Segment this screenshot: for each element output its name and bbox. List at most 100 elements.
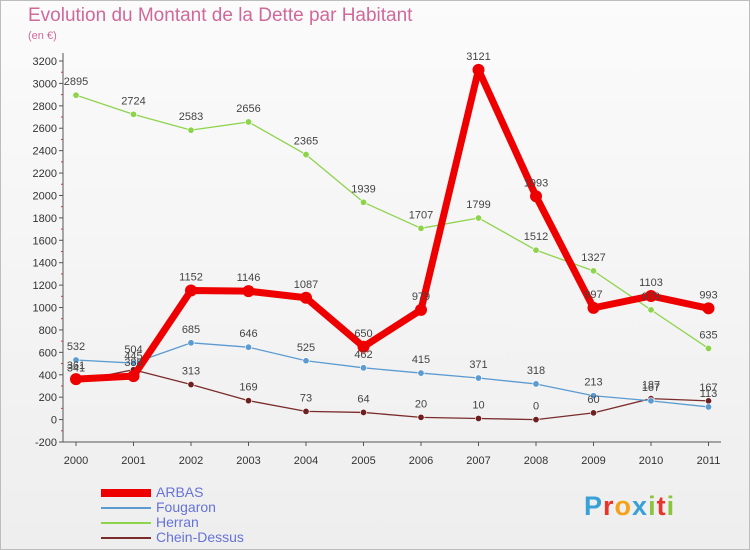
- data-point-arbas: [472, 63, 485, 76]
- logo-letter: x: [632, 491, 649, 521]
- data-point-herran: [704, 344, 712, 352]
- data-point-herran: [474, 214, 482, 222]
- data-label-chein-dessus: 10: [472, 399, 484, 411]
- data-label-chein-dessus: 167: [699, 382, 717, 394]
- x-tick-label: 2001: [121, 455, 145, 467]
- data-point-fougaron: [417, 369, 425, 377]
- data-point-herran: [589, 267, 597, 275]
- data-label-arbas: 361: [67, 360, 85, 372]
- data-point-arbas: [415, 303, 427, 316]
- data-point-herran: [647, 306, 655, 314]
- data-label-arbas: 650: [354, 328, 372, 340]
- data-label-herran: 2724: [121, 95, 145, 107]
- x-tick-label: 2002: [179, 455, 203, 467]
- data-point-arbas: [70, 373, 82, 386]
- data-point-herran: [302, 151, 310, 159]
- legend-label: Herran: [156, 514, 199, 530]
- data-point-arbas: [645, 289, 657, 302]
- legend-label: ARBAS: [156, 484, 204, 500]
- data-label-chein-dessus: 445: [124, 351, 142, 363]
- data-label-arbas: 979: [412, 291, 430, 303]
- logo-letter: i: [648, 491, 657, 521]
- data-label-fougaron: 371: [469, 359, 487, 371]
- x-tick-label: 2007: [466, 455, 490, 467]
- data-label-fougaron: 318: [527, 365, 545, 377]
- y-tick-label: -200: [35, 437, 57, 449]
- data-label-chein-dessus: 0: [533, 401, 539, 413]
- data-point-arbas: [357, 340, 370, 353]
- data-point-herran: [245, 118, 253, 126]
- data-point-chein-dessus: [245, 397, 253, 405]
- data-point-chein-dessus: [417, 413, 425, 421]
- data-label-chein-dessus: 64: [357, 393, 369, 405]
- data-labels: 2895 2724 2583 2656 2365 1939 1707 1799 1512 1327…: [64, 51, 718, 413]
- data-label-herran: 1327: [581, 252, 605, 264]
- x-tick-label: 2005: [351, 455, 375, 467]
- chart-title: Evolution du Montant de la Dette par Hab…: [28, 5, 413, 26]
- series-line-herran: [75, 94, 710, 350]
- data-point-arbas: [242, 285, 255, 298]
- data-point-fougaron: [187, 339, 195, 347]
- data-label-arbas: 1993: [524, 177, 548, 189]
- series-line-fougaron: [75, 342, 710, 408]
- legend-swatch: [101, 522, 151, 524]
- data-point-chein-dessus: [359, 408, 367, 416]
- data-point-chein-dessus: [302, 407, 310, 415]
- data-label-herran: 1799: [466, 199, 490, 211]
- data-label-fougaron: 685: [182, 324, 200, 336]
- y-tick-label: 2200: [33, 168, 57, 180]
- data-point-herran: [532, 246, 540, 254]
- data-label-herran: 635: [699, 329, 717, 341]
- y-tick-label: 2400: [33, 146, 57, 158]
- data-point-fougaron: [647, 397, 655, 405]
- data-point-fougaron: [704, 403, 712, 411]
- x-tick-label: 2009: [581, 455, 605, 467]
- y-tick-label: 1600: [33, 235, 57, 247]
- y-tick-label: 0: [51, 415, 57, 427]
- data-label-fougaron: 504: [124, 344, 142, 356]
- data-point-chein-dessus: [532, 416, 540, 424]
- data-point-herran: [359, 198, 367, 206]
- legend-label: Fougaron: [156, 499, 216, 515]
- data-point-fougaron: [589, 392, 597, 400]
- x-tick-label: 2006: [409, 455, 433, 467]
- data-point-chein-dessus: [187, 381, 195, 389]
- y-tick-label: 3000: [33, 78, 57, 90]
- data-label-fougaron: 525: [297, 342, 315, 354]
- data-point-arbas: [127, 370, 140, 383]
- logo-letter: P: [584, 491, 604, 521]
- y-tick-label: 1800: [33, 213, 57, 225]
- logo-letter: o: [614, 491, 633, 521]
- data-label-chein-dessus: 60: [587, 394, 599, 406]
- data-label-arbas: 1103: [639, 277, 663, 289]
- data-label-herran: 2656: [236, 103, 260, 115]
- data-label-fougaron: 415: [412, 354, 430, 366]
- data-label-arbas: 3121: [466, 51, 490, 63]
- data-label-arbas: 1146: [237, 272, 261, 284]
- data-point-herran: [72, 91, 80, 99]
- y-tick-label: 200: [39, 392, 57, 404]
- legend-swatch: [101, 537, 151, 539]
- data-point-herran: [417, 224, 425, 232]
- data-label-chein-dessus: 187: [642, 380, 660, 392]
- y-tick-label: 2000: [33, 190, 57, 202]
- y-tick-label: 2600: [33, 123, 57, 135]
- data-label-herran: 2895: [64, 76, 88, 88]
- data-point-arbas: [702, 302, 715, 315]
- data-label-arbas: 1087: [294, 279, 318, 291]
- data-label-arbas: 997: [584, 289, 602, 301]
- data-point-chein-dessus: [589, 409, 597, 417]
- data-point-fougaron: [359, 364, 367, 372]
- data-point-fougaron: [532, 380, 540, 388]
- data-label-fougaron: 646: [239, 328, 257, 340]
- data-label-fougaron: 462: [354, 349, 372, 361]
- data-label-herran: 2583: [179, 111, 203, 123]
- y-tick-label: 800: [39, 325, 57, 337]
- data-point-fougaron: [474, 374, 482, 382]
- y-tick-label: 1000: [33, 303, 57, 315]
- data-label-chein-dessus: 313: [182, 366, 200, 378]
- series-line-chein-dessus: [75, 369, 710, 421]
- proxiti-logo: Proxiti: [584, 491, 675, 522]
